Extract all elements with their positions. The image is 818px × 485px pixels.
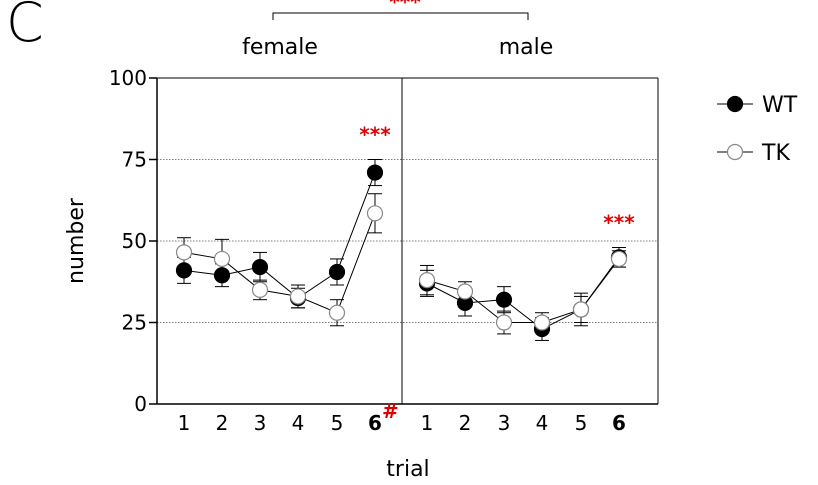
point-wt — [495, 291, 513, 308]
series-line-wt — [183, 172, 376, 299]
x-tick-label: 4 — [536, 411, 549, 435]
y-tick-label: 0 — [134, 392, 147, 416]
group-label: female — [242, 35, 318, 60]
point-tk — [366, 205, 384, 222]
point-tk — [418, 272, 436, 289]
group-label: male — [499, 35, 554, 60]
legend-marker — [726, 95, 744, 113]
legend-marker — [726, 143, 744, 161]
point-wt — [366, 164, 384, 181]
y-tick-label: 75 — [122, 148, 147, 172]
legend: WT TK — [717, 93, 798, 166]
point-wt — [251, 258, 269, 276]
x-tick-label: 2 — [216, 411, 229, 435]
x-tick-label: 3 — [498, 411, 511, 435]
point-wt — [175, 262, 193, 279]
point-tk — [572, 301, 590, 318]
point-tk — [328, 304, 346, 321]
point-wt — [213, 267, 231, 284]
point-tk — [610, 250, 628, 268]
legend-label: TK — [761, 141, 790, 166]
x-tick-label: 1 — [178, 411, 191, 435]
x-axis-title: trial — [386, 457, 429, 482]
gridlines — [157, 159, 658, 323]
point-tk — [175, 244, 193, 261]
point-tk — [495, 314, 513, 331]
x-tick-label: 6 — [612, 411, 626, 435]
x-tick-label: 5 — [575, 411, 588, 435]
series-line-wt — [426, 257, 620, 330]
point-tk — [251, 281, 269, 298]
x-tick-label: 6 — [368, 411, 382, 435]
y-axis-title: number — [64, 197, 89, 284]
y-tick-label: 100 — [109, 66, 147, 90]
x-tick-label: 5 — [331, 411, 344, 435]
series-line-tk — [426, 258, 620, 323]
series — [175, 159, 628, 341]
point-tk — [533, 314, 551, 331]
panel-letter: C — [6, 0, 44, 54]
group-bracket — [272, 12, 529, 20]
x-tick-label: 1 — [421, 411, 434, 435]
point-tk — [456, 283, 474, 300]
legend-label: WT — [762, 93, 798, 118]
x-tick-label: 3 — [254, 411, 267, 435]
x-tick-label: 2 — [459, 411, 472, 435]
point-wt — [328, 263, 346, 281]
x-tick-superscript: # — [382, 399, 399, 423]
labels: female male *** *** *** — [242, 0, 635, 235]
point-tk — [213, 250, 231, 268]
point-tk — [289, 288, 307, 305]
x-tick-label: 4 — [292, 411, 305, 435]
significance-stars: *** — [603, 211, 635, 235]
y-tick-label: 50 — [122, 229, 147, 253]
y-tick-label: 25 — [122, 311, 147, 335]
significance-stars: *** — [359, 123, 391, 147]
series-line-tk — [183, 213, 376, 314]
bracket-significance: *** — [389, 0, 421, 14]
